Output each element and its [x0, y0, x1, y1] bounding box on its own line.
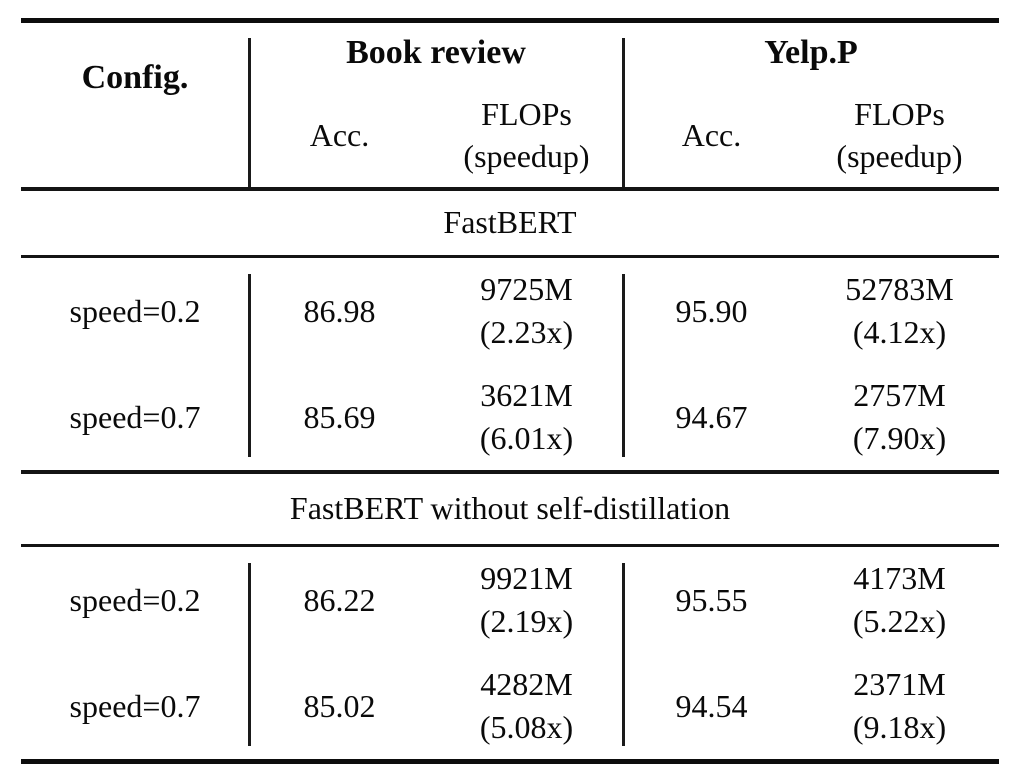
acc-column-header: Acc. [681, 117, 742, 153]
yelp-flops-cell: 2757M (7.90x) [800, 374, 999, 460]
speedup-value: (7.90x) [852, 420, 947, 456]
body-vertical-rule [622, 563, 625, 746]
body-vertical-rule [248, 563, 251, 746]
config-cell: speed=0.2 [69, 581, 201, 618]
yelp-acc-cell: 94.67 [675, 398, 748, 435]
flops-label: FLOPs [481, 96, 572, 132]
flops-value: 52783M [845, 271, 954, 307]
book-flops-cell: 9725M (2.23x) [430, 268, 623, 354]
book-flops-cell: 4282M (5.08x) [430, 663, 623, 749]
yelp-acc-cell: 95.90 [675, 292, 748, 329]
table-row: speed=0.7 85.02 4282M (5.08x) 94.54 2371… [21, 653, 999, 759]
table-row: speed=0.7 85.69 3621M (6.01x) 94.67 2757… [21, 364, 999, 470]
acc-column-header: Acc. [309, 117, 370, 153]
yelp-acc-cell: 95.55 [675, 581, 748, 618]
bottom-rule [21, 759, 999, 764]
table-row: speed=0.2 86.22 9921M (2.19x) 95.55 4173… [21, 547, 999, 653]
speedup-value: (6.01x) [479, 420, 574, 456]
body-vertical-rule [622, 274, 625, 457]
book-acc-cell: 86.22 [303, 581, 376, 618]
section-title-no-self-distillation: FastBERT without self-distillation [289, 490, 731, 526]
speedup-value: (2.19x) [479, 603, 574, 639]
yelp-flops-cell: 2371M (9.18x) [800, 663, 999, 749]
flops-value: 3621M [480, 377, 573, 413]
top-rule [21, 18, 999, 23]
header-vertical-rule [622, 38, 625, 187]
subheader-book-review: Acc. FLOPs (speedup) [249, 83, 623, 187]
book-acc-cell: 85.02 [303, 687, 376, 724]
group-book-review: Book review Acc. FLOPs (speedup) [249, 23, 623, 187]
speedup-value: (5.08x) [479, 709, 574, 745]
flops-value: 2371M [853, 666, 946, 702]
subheader-yelp-p: Acc. FLOPs (speedup) [623, 83, 999, 187]
section-rule [21, 254, 999, 258]
book-flops-cell: 9921M (2.19x) [430, 557, 623, 643]
section-rule [21, 543, 999, 547]
group-title-yelp-p: Yelp.P [764, 34, 858, 71]
yelp-flops-cell: 4173M (5.22x) [800, 557, 999, 643]
speedup-label: (speedup) [836, 138, 963, 174]
section-rule [21, 470, 999, 474]
flops-label: FLOPs [854, 96, 945, 132]
book-acc-cell: 86.98 [303, 292, 376, 329]
table-row: speed=0.2 86.98 9725M (2.23x) 95.90 5278… [21, 258, 999, 364]
flops-column-header: FLOPs (speedup) [800, 93, 999, 177]
results-table: Config. Book review Acc. FLOPs (speedup)… [21, 18, 999, 764]
book-flops-cell: 3621M (6.01x) [430, 374, 623, 460]
header-vertical-rule [248, 38, 251, 187]
section-title-fastbert: FastBERT [443, 204, 577, 240]
flops-value: 9921M [480, 560, 573, 596]
config-column-header: Config. [81, 59, 189, 96]
config-cell: speed=0.7 [69, 398, 201, 435]
header-bottom-rule [21, 187, 999, 191]
speedup-value: (9.18x) [852, 709, 947, 745]
speedup-label: (speedup) [463, 138, 590, 174]
speedup-value: (2.23x) [479, 314, 574, 350]
book-acc-cell: 85.69 [303, 398, 376, 435]
speedup-value: (4.12x) [852, 314, 947, 350]
config-cell: speed=0.2 [69, 292, 201, 329]
speedup-value: (5.22x) [852, 603, 947, 639]
group-yelp-p: Yelp.P Acc. FLOPs (speedup) [623, 23, 999, 187]
flops-value: 9725M [480, 271, 573, 307]
table-header: Config. Book review Acc. FLOPs (speedup)… [21, 23, 999, 187]
yelp-flops-cell: 52783M (4.12x) [800, 268, 999, 354]
flops-value: 4173M [853, 560, 946, 596]
yelp-acc-cell: 94.54 [675, 687, 748, 724]
flops-column-header: FLOPs (speedup) [430, 93, 623, 177]
config-cell: speed=0.7 [69, 687, 201, 724]
flops-value: 2757M [853, 377, 946, 413]
flops-value: 4282M [480, 666, 573, 702]
group-title-book-review: Book review [346, 34, 526, 71]
section-fastbert-rows: speed=0.2 86.98 9725M (2.23x) 95.90 5278… [21, 258, 999, 470]
section-no-self-distillation-rows: speed=0.2 86.22 9921M (2.19x) 95.55 4173… [21, 547, 999, 759]
body-vertical-rule [248, 274, 251, 457]
